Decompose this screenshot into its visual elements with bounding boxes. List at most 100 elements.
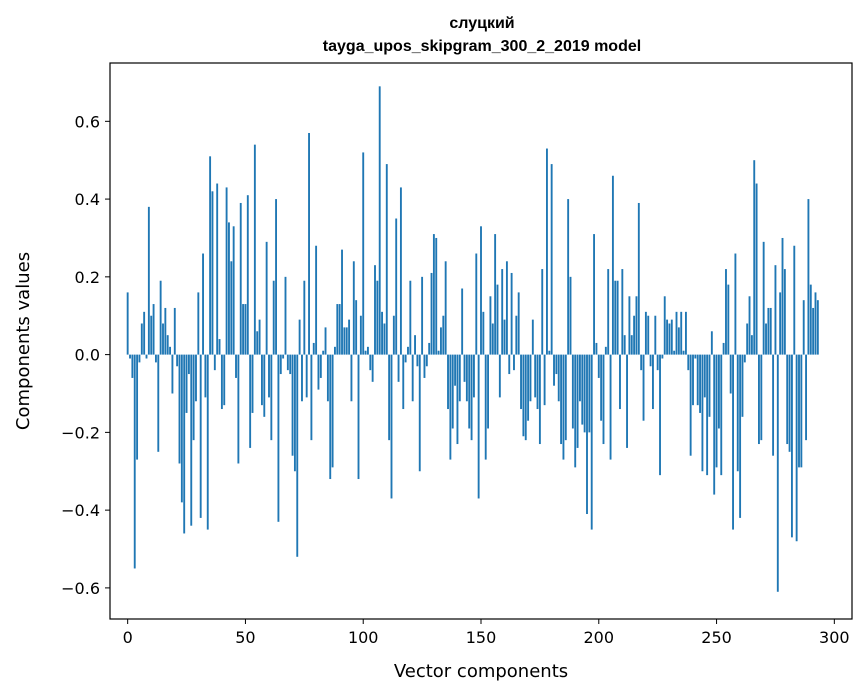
- bar: [143, 311, 146, 355]
- bar: [772, 354, 775, 456]
- bar: [555, 354, 558, 375]
- bar: [546, 148, 548, 355]
- bar: [454, 354, 457, 386]
- bar: [774, 265, 777, 355]
- y-tick-label: −0.6: [61, 579, 100, 598]
- bar: [767, 307, 770, 355]
- y-tick-label: −0.4: [61, 501, 100, 520]
- bar: [673, 350, 676, 355]
- bar: [644, 311, 647, 355]
- bar: [369, 354, 372, 371]
- bar: [652, 354, 654, 410]
- bar: [197, 292, 200, 355]
- bar: [206, 354, 209, 530]
- bar: [722, 342, 725, 355]
- bar: [670, 319, 673, 355]
- bar: [164, 307, 167, 355]
- bar: [713, 354, 716, 495]
- bar: [465, 354, 468, 402]
- bar: [303, 280, 306, 355]
- bar: [162, 323, 164, 355]
- bar: [145, 354, 148, 359]
- bar: [581, 354, 584, 425]
- bar: [600, 354, 603, 421]
- bar: [649, 354, 652, 367]
- bar: [456, 354, 459, 445]
- bar: [397, 354, 400, 382]
- bar: [616, 280, 619, 355]
- bar: [765, 323, 767, 355]
- bar: [392, 315, 395, 355]
- bar: [574, 354, 577, 468]
- bar: [251, 354, 254, 413]
- bar: [432, 234, 435, 355]
- bar: [477, 354, 480, 499]
- bar: [237, 354, 240, 464]
- bar: [440, 327, 442, 355]
- bar: [630, 335, 633, 355]
- bar: [656, 354, 659, 371]
- bar: [418, 354, 421, 472]
- bar: [654, 315, 657, 355]
- bar: [677, 327, 680, 355]
- bar: [253, 144, 256, 355]
- bar: [560, 354, 563, 445]
- bar: [550, 164, 553, 355]
- bar: [753, 160, 756, 355]
- bar: [399, 187, 402, 355]
- bar: [788, 354, 791, 452]
- bar: [147, 206, 150, 355]
- bar: [338, 304, 341, 355]
- bar: [409, 280, 412, 355]
- bar: [428, 342, 431, 355]
- bar: [734, 253, 737, 355]
- bar: [298, 319, 301, 355]
- bar: [319, 354, 322, 378]
- y-tick-label: 0.6: [75, 112, 100, 131]
- bar: [571, 354, 574, 429]
- bar: [451, 354, 454, 429]
- bar: [204, 354, 207, 398]
- bar: [586, 354, 588, 515]
- x-tick-label: 0: [123, 628, 133, 647]
- bar: [538, 354, 541, 445]
- bar: [157, 354, 160, 452]
- bar: [366, 346, 369, 355]
- bar: [202, 253, 204, 355]
- bar: [609, 354, 612, 460]
- bar: [395, 218, 398, 355]
- bar: [562, 354, 565, 460]
- bar: [317, 354, 320, 390]
- bar: [588, 354, 591, 433]
- bar: [635, 296, 638, 355]
- bar: [576, 354, 579, 448]
- x-tick-label: 300: [819, 628, 850, 647]
- bar: [578, 354, 581, 402]
- bar: [633, 315, 636, 355]
- bar: [732, 354, 734, 530]
- bar: [378, 86, 381, 355]
- bar: [522, 354, 525, 437]
- bar: [727, 284, 730, 355]
- chart-subtitle: tayga_upos_skipgram_300_2_2019 model: [323, 38, 641, 55]
- bar: [812, 307, 815, 355]
- bar: [315, 245, 318, 355]
- bar: [590, 354, 593, 530]
- bar: [692, 354, 694, 406]
- bar: [220, 354, 223, 410]
- bar: [279, 354, 282, 375]
- bar: [154, 354, 157, 363]
- bar: [329, 354, 332, 480]
- bar: [362, 152, 365, 355]
- bar: [602, 354, 605, 445]
- bar: [213, 354, 216, 371]
- bar: [508, 354, 511, 375]
- bar: [239, 202, 242, 355]
- bar: [390, 354, 393, 499]
- x-axis-label: Vector components: [394, 661, 568, 682]
- bar: [187, 354, 190, 375]
- bar: [166, 335, 169, 355]
- bar: [567, 199, 570, 355]
- bar: [746, 323, 749, 355]
- bar: [159, 280, 162, 355]
